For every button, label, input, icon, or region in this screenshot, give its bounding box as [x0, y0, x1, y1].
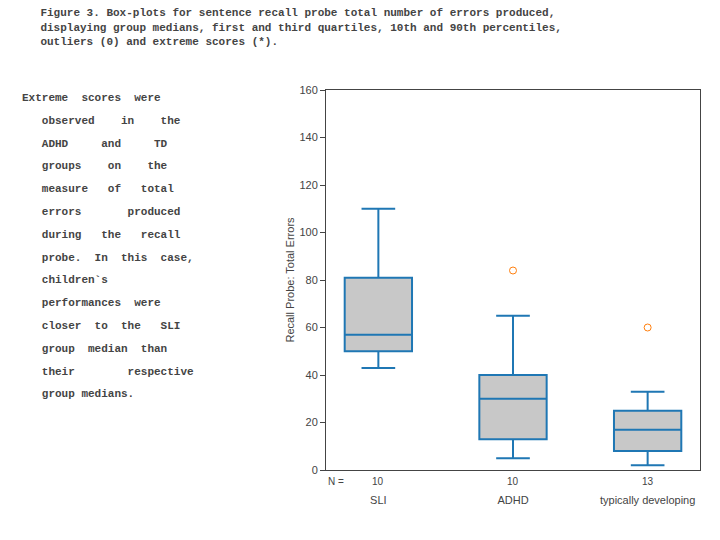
svg-text:typically developing: typically developing — [600, 494, 695, 506]
svg-text:performances were: performances were — [22, 297, 161, 309]
svg-text:ADHD and TD: ADHD and TD — [22, 138, 168, 150]
svg-text:their respective: their respective — [22, 366, 194, 378]
svg-text:Figure 3. Box-plots for senten: Figure 3. Box-plots for sentence recall … — [40, 7, 562, 48]
svg-text:60: 60 — [306, 321, 318, 333]
svg-text:during the recall: during the recall — [22, 229, 181, 241]
svg-text:140: 140 — [299, 131, 317, 143]
svg-text:observed in the: observed in the — [22, 115, 181, 127]
svg-text:80: 80 — [306, 274, 318, 286]
svg-text:SLI: SLI — [370, 494, 387, 506]
svg-text:10: 10 — [507, 476, 519, 487]
svg-text:Recall Probe: Total Errors: Recall Probe: Total Errors — [284, 217, 296, 343]
svg-text:0: 0 — [312, 464, 318, 476]
svg-text:160: 160 — [299, 84, 317, 96]
svg-text:ADHD: ADHD — [497, 494, 528, 506]
svg-text:children`s: children`s — [22, 274, 108, 286]
svg-text:probe. In this case,: probe. In this case, — [22, 252, 194, 264]
svg-text:closer to the SLI: closer to the SLI — [22, 320, 180, 332]
svg-text:Extreme scores were: Extreme scores were — [22, 92, 161, 104]
svg-text:errors produced: errors produced — [22, 206, 180, 218]
svg-text:13: 13 — [642, 476, 654, 487]
svg-text:40: 40 — [306, 369, 318, 381]
svg-text:100: 100 — [299, 226, 317, 238]
svg-text:group medians.: group medians. — [22, 388, 134, 400]
svg-text:group median than: group median than — [22, 343, 167, 355]
svg-text:120: 120 — [299, 179, 317, 191]
svg-text:measure of total: measure of total — [22, 183, 174, 195]
svg-text:N =: N = — [328, 476, 344, 487]
svg-text:groups on the: groups on the — [22, 160, 168, 172]
svg-text:10: 10 — [372, 476, 384, 487]
svg-text:20: 20 — [306, 416, 318, 428]
